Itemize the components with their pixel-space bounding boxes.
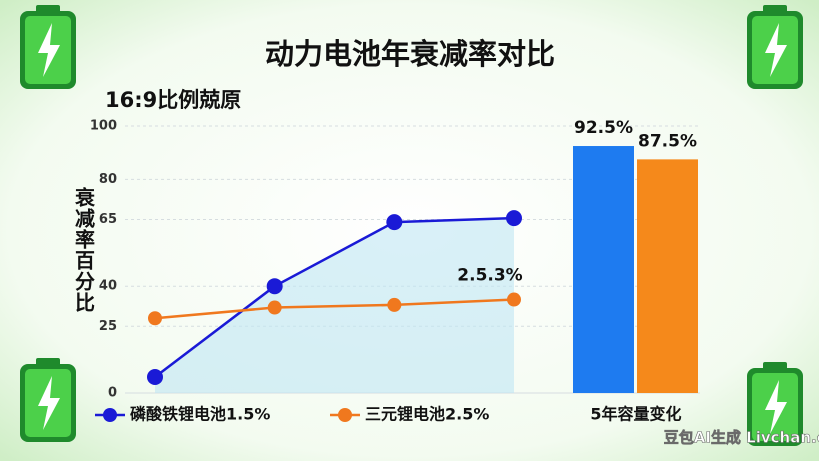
series-line bbox=[154, 298, 515, 320]
point bbox=[386, 214, 403, 231]
battery-icon bbox=[747, 5, 803, 89]
chart-title: 动力电池年衰减率对比 bbox=[265, 37, 555, 71]
series-line bbox=[154, 216, 515, 378]
point bbox=[147, 368, 163, 385]
point bbox=[266, 278, 283, 295]
point bbox=[387, 297, 402, 312]
annotation: 2.5.3% bbox=[457, 266, 522, 286]
subtitle: 16:9比例兢原 bbox=[105, 88, 241, 112]
bar bbox=[573, 146, 634, 393]
point bbox=[267, 300, 282, 315]
x-tick-label: 5年容量变化 bbox=[590, 405, 681, 424]
watermark: 豆包AI生成 Livchan.cn bbox=[664, 429, 819, 447]
value-label: 92.5% bbox=[574, 118, 633, 138]
legend-marker bbox=[103, 408, 117, 422]
bar bbox=[637, 159, 698, 393]
y-tick-label: 25 bbox=[99, 319, 117, 334]
battery-icon bbox=[20, 358, 76, 442]
battery-icon bbox=[20, 5, 76, 89]
y-tick-label: 0 bbox=[108, 386, 117, 401]
legend-label: 磷酸铁锂电池1.5% bbox=[130, 405, 270, 424]
point bbox=[507, 292, 521, 307]
point bbox=[506, 210, 522, 227]
legend-marker bbox=[338, 408, 352, 422]
legend-label: 三元锂电池2.5% bbox=[365, 405, 489, 424]
y-tick-label: 80 bbox=[99, 172, 117, 187]
point bbox=[148, 311, 162, 326]
value-label: 87.5% bbox=[638, 131, 697, 151]
y-tick-label: 100 bbox=[90, 119, 117, 134]
y-tick-label: 65 bbox=[99, 212, 117, 227]
y-axis-label: 衰减率百分比 bbox=[72, 186, 96, 313]
y-tick-label: 40 bbox=[99, 279, 117, 294]
